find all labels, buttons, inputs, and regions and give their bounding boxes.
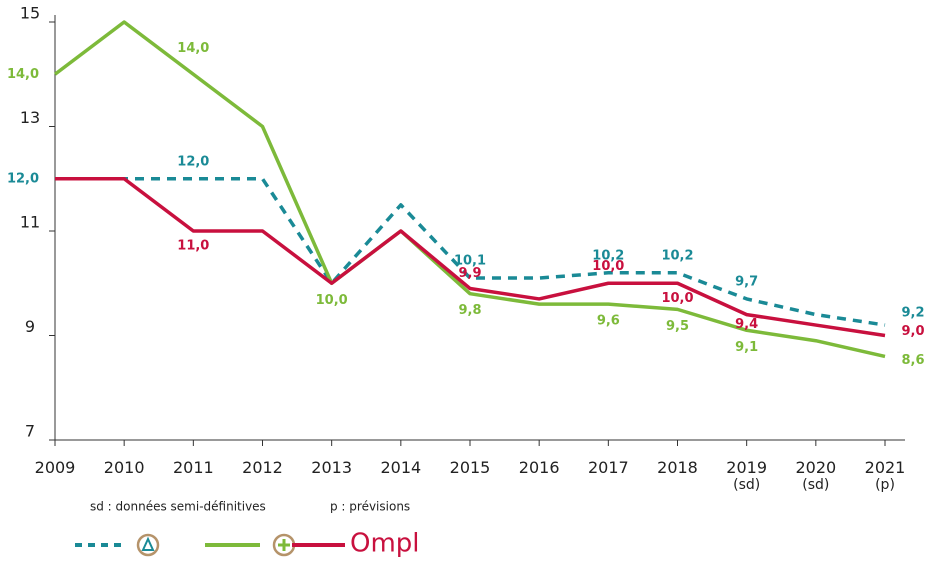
x-tick-label: 2012: [242, 458, 283, 477]
x-tick-label: 2018: [657, 458, 698, 477]
data-label: 10,0: [592, 259, 624, 274]
series-line: [55, 177, 886, 327]
footnote: sd : données semi-définitives: [90, 500, 266, 514]
data-label: 9,0: [901, 324, 924, 339]
data-label: 9,7: [735, 274, 758, 289]
legend-icon: [141, 536, 155, 551]
x-tick-label: 2014: [380, 458, 421, 477]
data-label: 12,0: [177, 154, 209, 169]
series-line: [53, 20, 886, 359]
legend-icon: [278, 539, 290, 551]
data-label: 10,2: [592, 248, 624, 263]
data-label: 9,2: [901, 306, 924, 321]
y-tick-label: 13: [20, 108, 40, 127]
legend-label: Ompl: [350, 529, 420, 559]
data-label: 14,0: [177, 41, 209, 56]
data-label: 11,0: [177, 239, 209, 254]
x-tick-label: 2015: [450, 458, 491, 477]
y-tick-label: 15: [20, 4, 40, 23]
data-label: 9,1: [735, 340, 758, 355]
data-label: 8,6: [901, 353, 924, 368]
x-tick-label: 2009: [35, 458, 76, 477]
data-label: 10,0: [661, 291, 693, 306]
data-label: 9,6: [597, 314, 620, 329]
series-line: [55, 177, 886, 338]
data-label: 9,4: [735, 317, 758, 332]
legend-icon: [136, 533, 160, 557]
x-tick-label: 2019 (sd): [726, 458, 767, 494]
legend: Ompl: [75, 529, 420, 559]
footnote: p : prévisions: [330, 500, 410, 514]
x-tick-label: 2010: [104, 458, 145, 477]
y-tick-label: 7: [25, 422, 35, 441]
y-tick-label: 9: [25, 317, 35, 336]
data-label: 9,9: [458, 266, 481, 281]
data-label: 10,1: [454, 254, 486, 269]
x-tick-label: 2016: [519, 458, 560, 477]
data-label: 10,0: [316, 293, 348, 308]
x-tick-label: 2017: [588, 458, 629, 477]
data-label: 10,2: [661, 248, 693, 263]
x-tick-label: 2013: [311, 458, 352, 477]
x-tick-label: 2021 (p): [865, 458, 906, 494]
data-label: 12,0: [7, 171, 39, 186]
data-label: 9,8: [458, 303, 481, 318]
data-label: 9,5: [666, 319, 689, 334]
y-tick-label: 11: [20, 213, 40, 232]
data-label: 14,0: [7, 67, 39, 82]
x-tick-label: 2011: [173, 458, 214, 477]
x-tick-label: 2020 (sd): [795, 458, 836, 494]
